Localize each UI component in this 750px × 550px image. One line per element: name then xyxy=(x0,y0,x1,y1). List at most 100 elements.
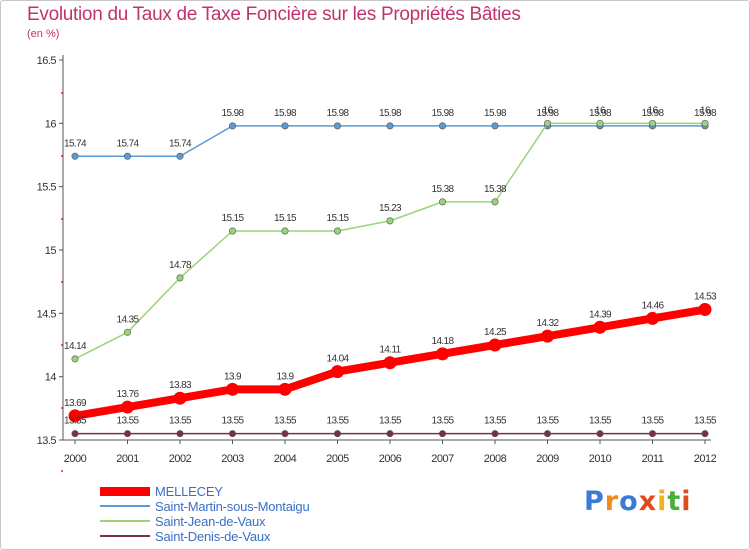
data-label-saint-martin-sous-montaigu: 15.98 xyxy=(221,108,244,119)
data-point-saint-jean-de-vaux xyxy=(596,119,604,127)
data-label-saint-jean-de-vaux: 15.15 xyxy=(274,213,297,224)
y-tick-label: 16 xyxy=(45,118,57,130)
data-point-mellecey xyxy=(541,329,554,343)
data-label-mellecey: 14.25 xyxy=(484,327,507,338)
data-label-saint-denis-de-vaux: 13.55 xyxy=(64,416,87,427)
data-label-saint-martin-sous-montaigu: 15.98 xyxy=(484,108,507,119)
data-label-saint-martin-sous-montaigu: 15.98 xyxy=(274,108,297,119)
data-point-mellecey xyxy=(226,382,239,396)
data-label-saint-denis-de-vaux: 13.55 xyxy=(641,416,664,427)
data-point-saint-denis-de-vaux xyxy=(124,430,132,438)
legend-swatch xyxy=(100,505,150,507)
data-point-saint-martin-sous-montaigu xyxy=(491,122,499,130)
data-point-mellecey xyxy=(698,303,712,317)
data-label-saint-martin-sous-montaigu: 15.74 xyxy=(64,138,87,149)
data-point-saint-denis-de-vaux xyxy=(648,430,656,438)
data-label-mellecey: 14.46 xyxy=(641,300,664,311)
data-point-mellecey xyxy=(121,400,134,414)
data-point-mellecey xyxy=(646,311,659,325)
unit-label: (en %) xyxy=(27,28,60,40)
data-label-saint-martin-sous-montaigu: 15.98 xyxy=(431,108,454,119)
y-tick-label: 15 xyxy=(45,245,57,257)
data-point-saint-denis-de-vaux xyxy=(701,430,709,438)
x-tick-label: 2007 xyxy=(431,453,454,465)
data-label-mellecey: 14.18 xyxy=(431,336,454,347)
data-point-saint-martin-sous-montaigu xyxy=(386,122,394,130)
data-point-saint-denis-de-vaux xyxy=(438,430,446,438)
x-tick-label: 2010 xyxy=(589,453,612,465)
data-point-saint-jean-de-vaux xyxy=(543,119,551,127)
data-label-saint-martin-sous-montaigu: 15.98 xyxy=(536,108,559,119)
data-label-saint-denis-de-vaux: 13.55 xyxy=(326,416,349,427)
x-tick-label: 2002 xyxy=(169,453,192,465)
data-label-mellecey: 14.11 xyxy=(379,345,401,356)
data-label-saint-martin-sous-montaigu: 15.98 xyxy=(326,108,349,119)
data-point-saint-denis-de-vaux xyxy=(491,430,499,438)
data-label-mellecey: 13.69 xyxy=(64,398,87,409)
data-point-saint-denis-de-vaux xyxy=(281,430,289,438)
data-label-mellecey: 13.83 xyxy=(169,380,192,391)
data-point-saint-denis-de-vaux xyxy=(176,430,184,438)
data-label-saint-denis-de-vaux: 13.55 xyxy=(116,416,139,427)
brand-letter: i xyxy=(657,486,668,517)
data-point-mellecey xyxy=(173,391,187,405)
data-label-saint-denis-de-vaux: 13.55 xyxy=(431,416,454,427)
data-point-saint-martin-sous-montaigu xyxy=(281,122,289,130)
data-point-saint-jean-de-vaux xyxy=(701,119,709,127)
brand-letter: o xyxy=(619,486,639,517)
data-point-saint-denis-de-vaux xyxy=(386,430,394,438)
data-label-saint-denis-de-vaux: 13.55 xyxy=(379,416,402,427)
data-point-saint-jean-de-vaux xyxy=(648,119,656,127)
legend-label: Saint-Martin-sous-Montaigu xyxy=(155,499,310,514)
data-label-saint-denis-de-vaux: 13.55 xyxy=(484,416,507,427)
data-label-saint-jean-de-vaux: 15.15 xyxy=(221,213,244,224)
data-point-saint-jean-de-vaux xyxy=(438,198,446,206)
data-point-saint-jean-de-vaux xyxy=(71,355,79,363)
data-point-saint-jean-de-vaux xyxy=(333,227,341,235)
legend-swatch xyxy=(100,520,150,522)
x-tick-label: 2009 xyxy=(536,453,559,465)
data-label-saint-jean-de-vaux: 16 xyxy=(543,105,554,116)
data-label-mellecey: 14.39 xyxy=(589,309,612,320)
data-label-mellecey: 14.53 xyxy=(694,292,717,303)
data-label-saint-martin-sous-montaigu: 15.98 xyxy=(379,108,402,119)
data-label-saint-denis-de-vaux: 13.55 xyxy=(589,416,612,427)
data-point-saint-jean-de-vaux xyxy=(491,198,499,206)
data-label-saint-jean-de-vaux: 14.14 xyxy=(64,341,87,352)
data-label-saint-denis-de-vaux: 13.55 xyxy=(694,416,717,427)
brand-letter: t xyxy=(667,486,682,517)
legend-swatch xyxy=(100,487,150,496)
y-tick-label: 13.5 xyxy=(37,435,57,447)
data-label-mellecey: 13.9 xyxy=(224,371,242,382)
data-label-saint-jean-de-vaux: 14.35 xyxy=(116,314,139,325)
data-point-saint-denis-de-vaux xyxy=(333,430,341,438)
brand-letter: r xyxy=(604,486,620,517)
data-label-saint-denis-de-vaux: 13.55 xyxy=(221,416,244,427)
data-point-mellecey xyxy=(68,409,82,423)
data-label-mellecey: 14.32 xyxy=(536,318,559,329)
data-point-saint-jean-de-vaux xyxy=(386,217,394,225)
data-point-saint-jean-de-vaux xyxy=(176,274,184,282)
data-point-mellecey xyxy=(593,320,607,334)
data-point-saint-martin-sous-montaigu xyxy=(438,122,446,130)
data-label-saint-jean-de-vaux: 15.15 xyxy=(326,213,349,224)
brand-logo: Proxiti xyxy=(584,486,692,517)
data-label-saint-jean-de-vaux: 15.23 xyxy=(379,203,402,214)
y-tick-label: 14.5 xyxy=(37,308,57,320)
data-point-saint-martin-sous-montaigu xyxy=(124,152,132,160)
legend-label: MELLECEY xyxy=(155,484,223,499)
legend-label: Saint-Jean-de-Vaux xyxy=(155,514,266,529)
data-point-saint-jean-de-vaux xyxy=(281,227,289,235)
brand-letter: i xyxy=(681,486,692,517)
data-label-saint-martin-sous-montaigu: 15.98 xyxy=(694,108,717,119)
data-label-saint-jean-de-vaux: 16 xyxy=(648,105,659,116)
data-label-mellecey: 13.9 xyxy=(276,371,294,382)
data-point-saint-denis-de-vaux xyxy=(543,430,551,438)
data-point-saint-martin-sous-montaigu xyxy=(229,122,237,130)
x-tick-label: 2005 xyxy=(326,453,349,465)
x-tick-label: 2006 xyxy=(379,453,402,465)
brand-letter: x xyxy=(638,486,658,517)
data-point-saint-denis-de-vaux xyxy=(596,430,604,438)
